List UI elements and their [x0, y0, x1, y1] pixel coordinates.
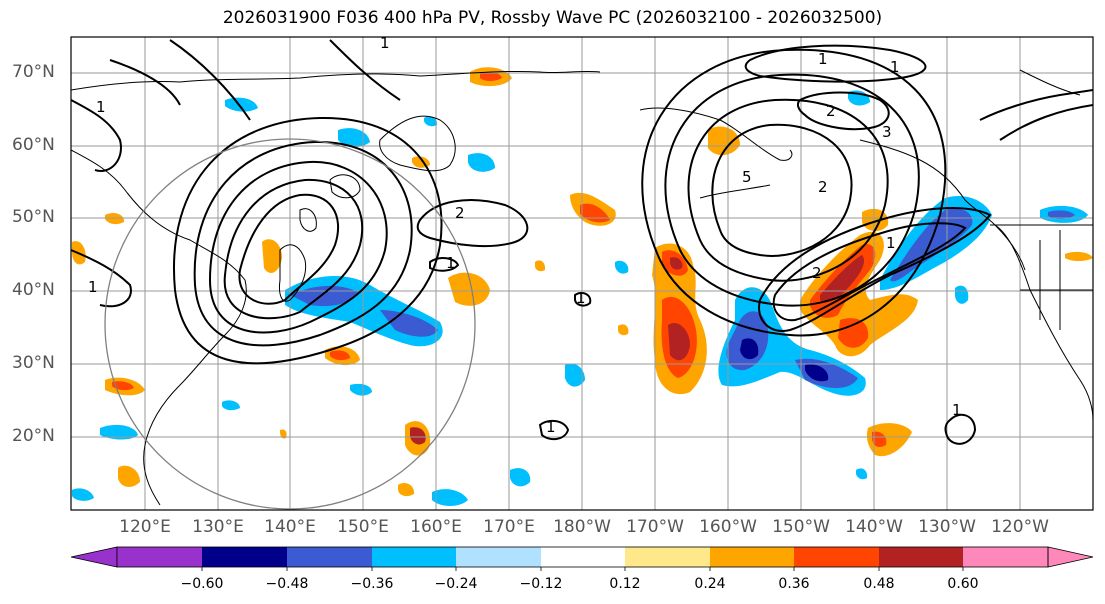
lat-label-40n: 40°N [12, 280, 55, 300]
colorbar [70, 546, 1094, 571]
contour-label: 1 [88, 278, 98, 296]
contour-label: 1 [96, 98, 106, 116]
colorbar-tick-label: −0.60 [180, 576, 224, 592]
contour-label: 1 [886, 234, 896, 252]
lat-label-70n: 70°N [12, 62, 55, 82]
contour-label: 1 [890, 58, 900, 76]
colorbar-segment [625, 547, 710, 567]
colorbar-segment [372, 547, 456, 567]
colorbar-tick-label: 0.12 [609, 576, 641, 592]
contour-label: 5 [742, 168, 752, 186]
lon-label-130e: 130°E [192, 517, 244, 537]
lon-label-130w: 130°W [918, 517, 976, 537]
contour-label: 2 [455, 204, 465, 222]
colorbar-tick-label: 0.48 [863, 576, 895, 592]
lon-label-170e: 170°E [483, 517, 535, 537]
colorbar-segment [287, 547, 372, 567]
lon-label-180w: 180°W [553, 517, 611, 537]
lon-label-120e: 120°E [119, 517, 171, 537]
range-ring [104, 138, 476, 510]
colorbar-tick-label: 0.60 [947, 576, 979, 592]
contour-label: 1 [380, 34, 390, 52]
contour-label: 1 [818, 50, 828, 68]
colorbar-tick-label: 0.24 [694, 576, 726, 592]
colorbar-outline [116, 546, 1049, 568]
colorbar-segment [879, 547, 963, 567]
contour-label: 1 [546, 418, 556, 436]
lat-label-60n: 60°N [12, 135, 55, 155]
colorbar-extend-high [1047, 546, 1094, 568]
contour-label: 3 [882, 123, 892, 141]
lon-label-160e: 160°E [410, 517, 462, 537]
lat-label-50n: 50°N [12, 207, 55, 227]
graticule [71, 37, 1093, 510]
colorbar-segment [710, 547, 794, 567]
lon-label-160w: 160°W [699, 517, 757, 537]
contour-label: 1 [446, 254, 456, 272]
contour-labels: 1 1 1 1 1 1 1 1 2 2 2 2 3 5 1 1 [88, 34, 962, 436]
contour-label: 1 [576, 289, 586, 307]
lon-label-150w: 150°W [772, 517, 830, 537]
colorbar-segment [963, 547, 1048, 567]
contour-label: 1 [952, 401, 962, 419]
contour-label: 2 [826, 102, 836, 120]
colorbar-tick-label: 0.36 [778, 576, 810, 592]
lon-label-140w: 140°W [845, 517, 903, 537]
lon-label-120w: 120°W [991, 517, 1049, 537]
lon-label-170w: 170°W [626, 517, 684, 537]
lat-label-20n: 20°N [12, 426, 55, 446]
colorbar-tick-label: −0.48 [265, 576, 309, 592]
contour-label: 2 [818, 178, 828, 196]
colorbar-extend-low [70, 546, 118, 568]
colorbar-tick-label: −0.12 [519, 576, 563, 592]
colorbar-tick-label: −0.36 [350, 576, 394, 592]
colorbar-segment [456, 547, 541, 567]
colorbar-segment [794, 547, 879, 567]
colorbar-segment [117, 547, 202, 567]
colorbar-segment [202, 547, 287, 567]
map-title: 2026031900 F036 400 hPa PV, Rossby Wave … [222, 8, 883, 28]
map-frame [70, 36, 1094, 511]
contour-label: 2 [812, 264, 822, 282]
lat-label-30n: 30°N [12, 353, 55, 373]
pc-contours [71, 39, 1093, 445]
colorbar-tick-label: −0.24 [434, 576, 478, 592]
colorbar-segment [541, 547, 625, 567]
lon-label-150e: 150°E [337, 517, 389, 537]
lon-label-140e: 140°E [264, 517, 316, 537]
